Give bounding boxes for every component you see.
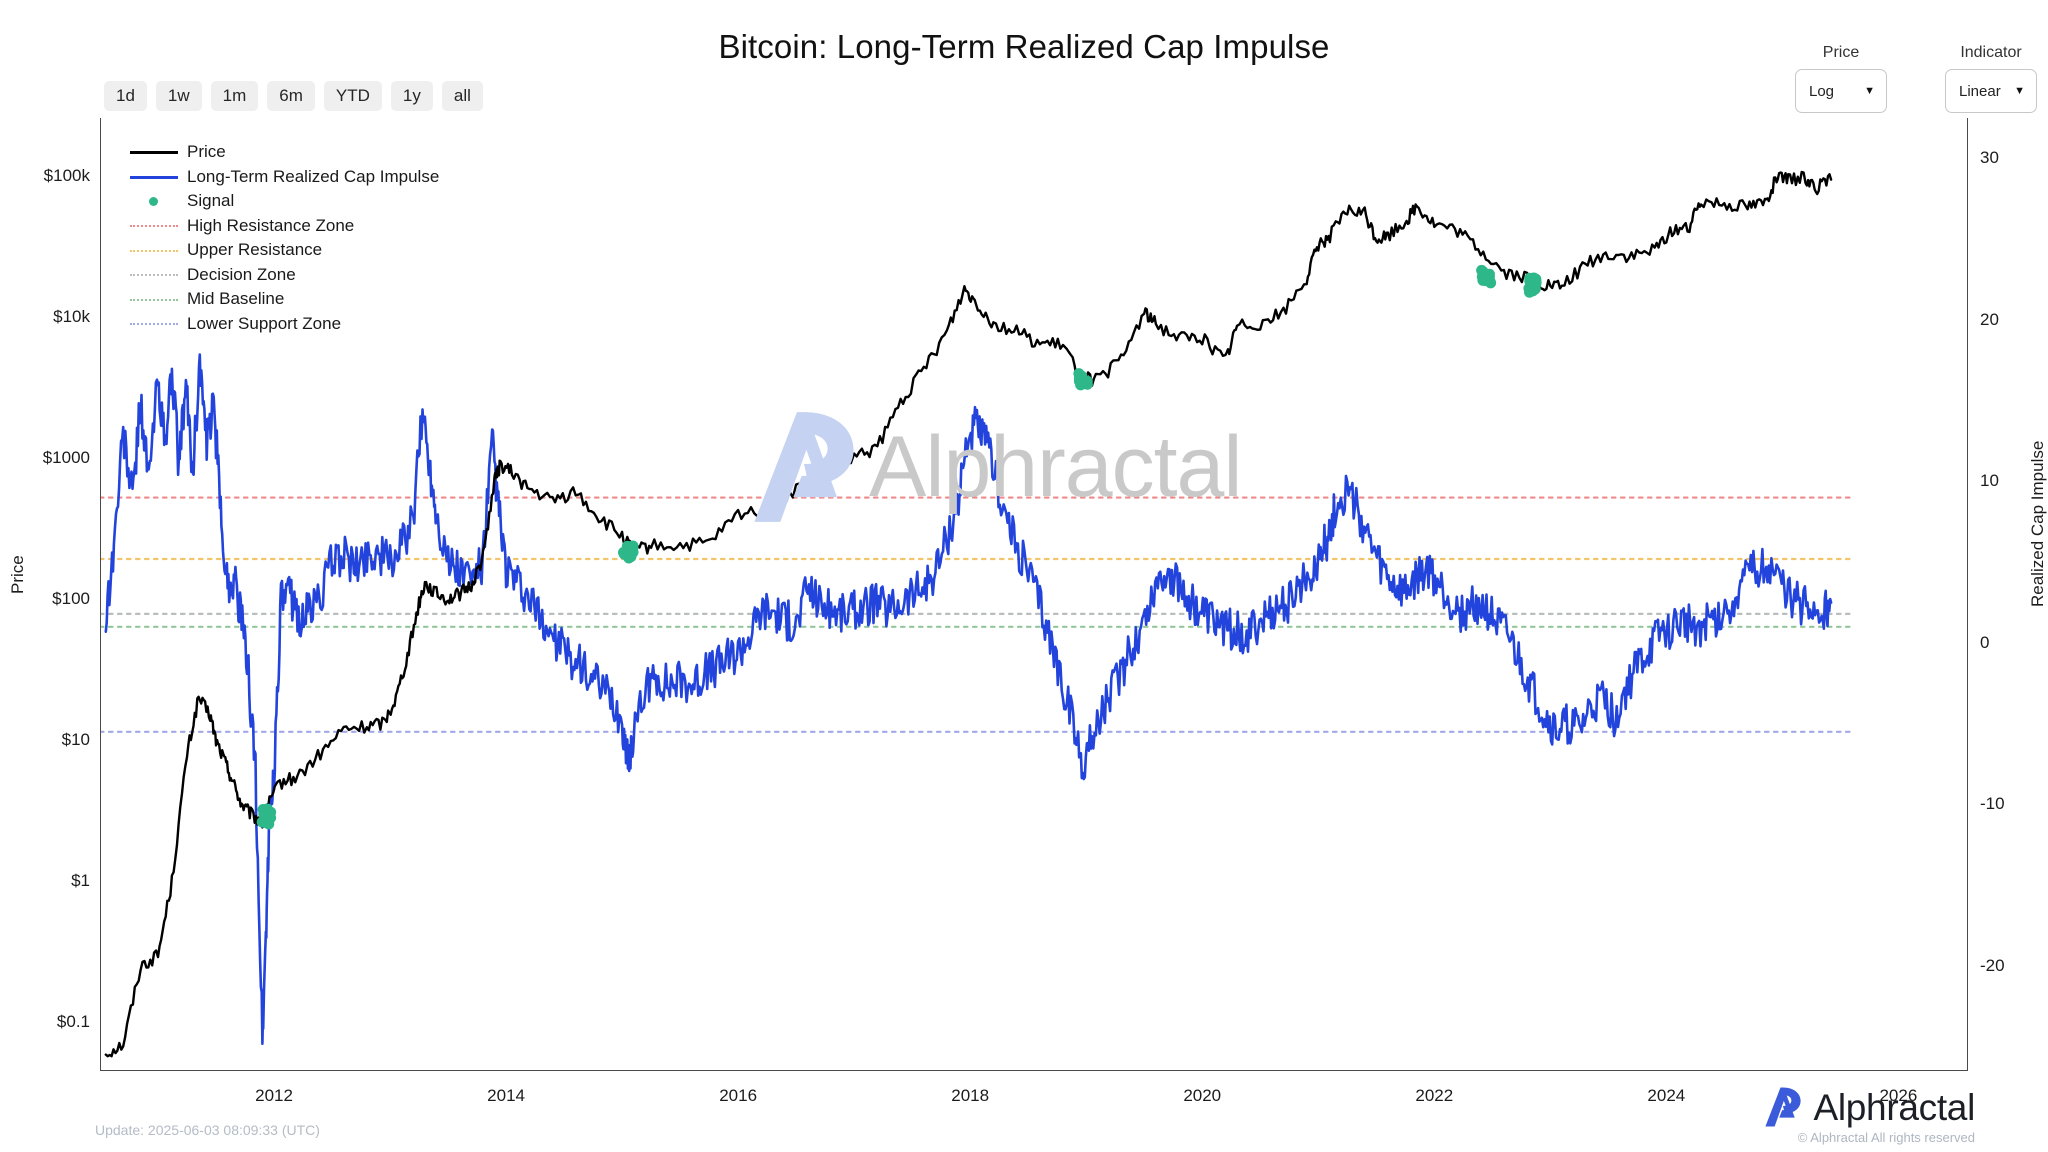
chevron-down-icon: ▼ xyxy=(1864,85,1875,97)
range-1y[interactable]: 1y xyxy=(390,81,433,111)
legend-item[interactable]: Mid Baseline xyxy=(130,287,439,312)
legend-swatch-dashed-icon xyxy=(130,219,178,233)
y-axis-right-tick: -20 xyxy=(1980,956,2005,975)
x-axis-tick: 2024 xyxy=(1647,1086,1686,1105)
legend-swatch-dashed-icon xyxy=(130,243,178,257)
legend-swatch-dashed-icon xyxy=(130,268,178,282)
y-axis-left-title: Price xyxy=(8,555,27,594)
legend-label: Signal xyxy=(187,191,235,211)
price-scale-dropdown[interactable]: Log ▼ xyxy=(1795,69,1887,113)
series-line-impulse xyxy=(104,353,1833,1045)
chart-canvas xyxy=(100,170,1854,1058)
x-axis-tick: 2014 xyxy=(487,1086,525,1105)
legend-label: Mid Baseline xyxy=(187,289,285,309)
y-axis-left-tick: $10 xyxy=(61,730,90,750)
y-axis-left-tick: $100k xyxy=(43,166,90,186)
signal-marker xyxy=(622,543,634,555)
copyright-text: © Alphractal All rights reserved xyxy=(1797,1130,1975,1145)
signal-marker xyxy=(1075,379,1087,391)
indicator-scale-dropdown[interactable]: Linear ▼ xyxy=(1945,69,2037,113)
range-button-group: 1d 1w 1m 6m YTD 1y all xyxy=(104,81,483,111)
signal-marker xyxy=(263,812,275,824)
x-axis-tick: 2012 xyxy=(255,1086,293,1105)
legend-swatch-line-icon xyxy=(130,170,178,184)
indicator-scale-selector: Indicator Linear ▼ xyxy=(1945,44,2037,113)
legend-item[interactable]: Long-Term Realized Cap Impulse xyxy=(130,165,439,190)
legend-label: Upper Resistance xyxy=(187,240,323,260)
brand-name: Alphractal xyxy=(1813,1086,1975,1128)
legend-label: Price xyxy=(187,142,226,162)
y-axis-left-tick: $10k xyxy=(53,307,90,327)
alphractal-logo-icon xyxy=(1765,1087,1802,1127)
x-axis-tick: 2016 xyxy=(719,1086,758,1105)
x-axis-tick: 2018 xyxy=(951,1086,990,1105)
legend-item[interactable]: Lower Support Zone xyxy=(130,312,439,337)
y-axis-right-tick: 30 xyxy=(1980,148,1999,168)
y-axis-left-tick: $100 xyxy=(52,589,90,609)
y-axis-left-tick: $0.1 xyxy=(56,1012,90,1032)
chart-plot-area xyxy=(100,118,1968,1071)
update-timestamp: Update: 2025-06-03 08:09:33 (UTC) xyxy=(95,1122,320,1138)
legend-swatch-dashed-icon xyxy=(130,317,178,331)
price-scale-value: Log xyxy=(1809,82,1835,100)
y-axis-right-tick: 0 xyxy=(1980,632,1990,652)
y-axis-right-tick: 20 xyxy=(1980,309,1999,329)
y-axis-left-tick: $1000 xyxy=(42,448,90,468)
brand-logo: Alphractal xyxy=(1762,1085,1975,1129)
signal-marker xyxy=(1484,275,1496,287)
range-1m[interactable]: 1m xyxy=(210,81,259,111)
x-axis-tick: 2026 xyxy=(1879,1086,1918,1105)
range-all[interactable]: all xyxy=(441,81,483,111)
y-axis-right-title: Realized Cap Impulse xyxy=(2028,440,2047,607)
indicator-selector-label: Indicator xyxy=(1960,44,2022,61)
chevron-down-icon: ▼ xyxy=(2014,85,2025,97)
x-axis-tick: 2022 xyxy=(1415,1086,1454,1105)
legend-item[interactable]: High Resistance Zone xyxy=(130,214,439,239)
legend-item[interactable]: Signal xyxy=(130,189,439,214)
range-ytd[interactable]: YTD xyxy=(323,81,382,111)
chart-legend: Price Long-Term Realized Cap Impulse Signa… xyxy=(130,140,439,336)
range-6m[interactable]: 6m xyxy=(267,81,315,111)
legend-label: Lower Support Zone xyxy=(187,313,342,333)
legend-label: High Resistance Zone xyxy=(187,215,355,235)
plot-frame xyxy=(100,118,1968,1071)
range-1w[interactable]: 1w xyxy=(155,81,202,111)
legend-item[interactable]: Decision Zone xyxy=(130,263,439,288)
y-axis-left-tick: $1 xyxy=(71,871,90,891)
legend-label: Decision Zone xyxy=(187,264,296,284)
legend-swatch-dot-icon xyxy=(130,194,178,208)
y-axis-right-tick: -10 xyxy=(1980,794,2005,814)
price-selector-label: Price xyxy=(1822,44,1860,61)
page-title: Bitcoin: Long-Term Realized Cap Impulse xyxy=(718,28,1330,65)
legend-item[interactable]: Price xyxy=(130,140,439,165)
signal-marker xyxy=(1523,282,1535,294)
price-scale-selector: Price Log ▼ xyxy=(1795,44,1887,113)
legend-swatch-line-icon xyxy=(130,145,178,159)
indicator-scale-value: Linear xyxy=(1959,82,2001,100)
x-axis-tick: 2020 xyxy=(1183,1086,1222,1105)
legend-item[interactable]: Upper Resistance xyxy=(130,238,439,263)
legend-label: Long-Term Realized Cap Impulse xyxy=(187,166,440,186)
signal-marker xyxy=(1476,264,1488,276)
range-1d[interactable]: 1d xyxy=(104,81,147,111)
legend-swatch-dashed-icon xyxy=(130,292,178,306)
y-axis-right-tick: 10 xyxy=(1980,471,1999,491)
